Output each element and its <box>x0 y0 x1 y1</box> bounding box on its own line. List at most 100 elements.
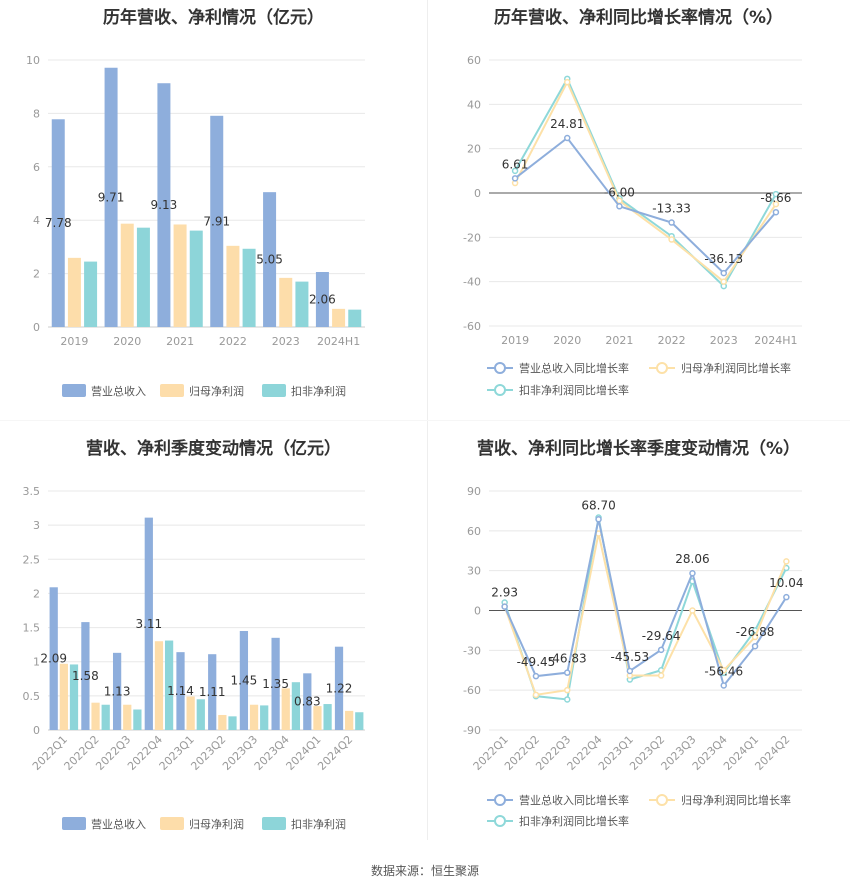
y-tick-label: 1 <box>33 656 40 669</box>
y-tick-label: 10 <box>26 54 40 67</box>
series-point <box>511 175 519 182</box>
y-tick-label: 60 <box>467 54 481 67</box>
y-tick-label: -90 <box>463 724 481 737</box>
panel-divider-horizontal <box>0 420 850 421</box>
bar-deducted-net-profit <box>84 261 98 327</box>
line-data-label: -45.53 <box>611 650 650 664</box>
legend-swatch <box>160 384 184 397</box>
y-tick-label: 90 <box>467 485 481 498</box>
bar-data-label: 3.11 <box>135 617 162 631</box>
series-point <box>720 667 727 674</box>
annual-growth-line-chart: 历年营收、净利同比增长率情况（%） -60 -40 -20 0 20 40 60 6.61 24… <box>427 0 850 420</box>
series-point <box>668 219 675 226</box>
series-point <box>564 696 571 703</box>
bar-net-profit <box>67 257 81 327</box>
line-data-label: -8.66 <box>760 191 791 205</box>
x-tick-label: 2023 <box>272 335 300 348</box>
bar-net-profit <box>123 704 132 730</box>
legend-swatch-marker <box>494 794 506 806</box>
annual-bar-chart: 历年营收、净利情况（亿元） 0 2 4 6 8 10 7.78 9.71 9.13 7.91 5.0… <box>0 0 427 420</box>
annual-growth-line-chart-svg: -60 -40 -20 0 20 40 60 6.61 24.81 -6.00 -13.33 -36.… <box>463 54 802 397</box>
x-tick-label: 2021 <box>166 335 194 348</box>
series-point <box>720 682 727 689</box>
line-data-label: -6.00 <box>604 185 635 199</box>
bar-net-profit <box>332 308 346 327</box>
legend-label: 营业总收入同比增长率 <box>519 793 629 807</box>
legend-swatch <box>62 817 86 830</box>
bar-data-label: 1.45 <box>231 673 258 687</box>
legend-label: 扣非净利润 <box>291 817 346 831</box>
legend-swatch <box>262 817 286 830</box>
legend-label: 营业总收入 <box>91 817 146 831</box>
y-tick-label: 30 <box>467 565 481 578</box>
bar-revenue <box>104 67 118 328</box>
series-point <box>595 516 602 523</box>
bar-deducted-net-profit <box>133 709 142 730</box>
bar-revenue <box>176 652 185 730</box>
quarterly-bar-chart: 营收、净利季度变动情况（亿元） 0 0.5 1 1.5 2 2.5 3 3.5 2.09 1.58… <box>0 421 427 841</box>
y-tick-label: 0 <box>474 605 481 618</box>
bar-data-label: 5.05 <box>256 253 283 267</box>
legend-label: 营业总收入同比增长率 <box>519 361 629 375</box>
quarterly-growth-line-chart-svg: -90 -60 -30 0 30 60 90 2.93 -49.45-46.83 68.70 -45… <box>463 485 803 828</box>
data-source-note: 数据来源：恒生聚源 <box>370 864 479 878</box>
bar-revenue <box>263 192 277 327</box>
legend-swatch <box>262 384 286 397</box>
bar-net-profit <box>313 706 322 730</box>
bar-revenue <box>210 115 224 327</box>
bar-net-profit <box>249 704 259 730</box>
bar-net-profit <box>279 277 293 327</box>
line-data-label: -49.45 <box>517 655 556 669</box>
legend-swatch-marker <box>494 815 506 827</box>
line-data-label: 2.93 <box>491 586 518 600</box>
y-tick-label: 2 <box>33 587 40 600</box>
bar-net-profit <box>226 245 240 327</box>
bar-deducted-net-profit <box>348 309 362 327</box>
y-tick-label: -40 <box>463 276 481 289</box>
bar-data-label: 1.35 <box>262 677 289 691</box>
bar-data-label: 1.22 <box>326 681 353 695</box>
bar-revenue <box>334 646 344 730</box>
x-tick-label: 2024Q2 <box>752 733 792 773</box>
bar-revenue <box>239 630 249 730</box>
legend-swatch-marker <box>494 362 506 374</box>
bar-net-profit <box>173 224 187 327</box>
series-point <box>772 190 780 198</box>
legend-label: 归母净利润 <box>189 817 244 831</box>
legend-swatch-marker <box>656 362 668 374</box>
bar-deducted-net-profit <box>164 640 174 730</box>
series-point <box>501 603 508 610</box>
bar-revenue <box>112 652 122 730</box>
series-line-net-profit-growth <box>514 79 777 284</box>
bar-deducted-net-profit <box>242 248 256 327</box>
series-point <box>564 78 571 86</box>
y-tick-label: 0 <box>474 187 481 200</box>
series-line-revenue-growth <box>503 519 788 688</box>
chart-title: 营收、净利同比增长率季度变动情况（%） <box>476 439 801 459</box>
series-point <box>668 236 675 243</box>
bar-deducted-net-profit <box>260 705 269 730</box>
chart-title: 营收、净利季度变动情况（亿元） <box>86 439 341 459</box>
y-tick-label: 0.5 <box>23 690 41 703</box>
bar-revenue <box>271 637 280 730</box>
line-data-label: -36.13 <box>704 252 743 266</box>
series-point <box>657 646 665 654</box>
series-point <box>564 686 571 694</box>
series-point <box>772 200 780 208</box>
y-tick-label: 1.5 <box>23 622 41 635</box>
y-tick-label: 40 <box>467 98 481 111</box>
line-data-label: -46.83 <box>548 652 587 666</box>
legend-swatch-marker <box>494 384 506 396</box>
bar-deducted-net-profit <box>69 664 79 730</box>
bar-data-label: 1.58 <box>72 669 99 683</box>
y-tick-label: 0 <box>33 724 40 737</box>
line-data-label: -56.46 <box>704 664 743 678</box>
quarterly-bar-chart-svg: 0 0.5 1 1.5 2 2.5 3 3.5 2.09 1.58 1.13 3.11 1.14 1.11… <box>23 485 365 831</box>
bar-revenue <box>51 119 65 327</box>
bar-data-label: 1.11 <box>199 685 226 699</box>
bar-deducted-net-profit <box>323 704 332 730</box>
bar-deducted-net-profit <box>355 712 364 730</box>
y-tick-label: 4 <box>33 214 40 227</box>
bar-revenue <box>81 622 90 730</box>
x-tick-label: 2020 <box>113 335 141 348</box>
